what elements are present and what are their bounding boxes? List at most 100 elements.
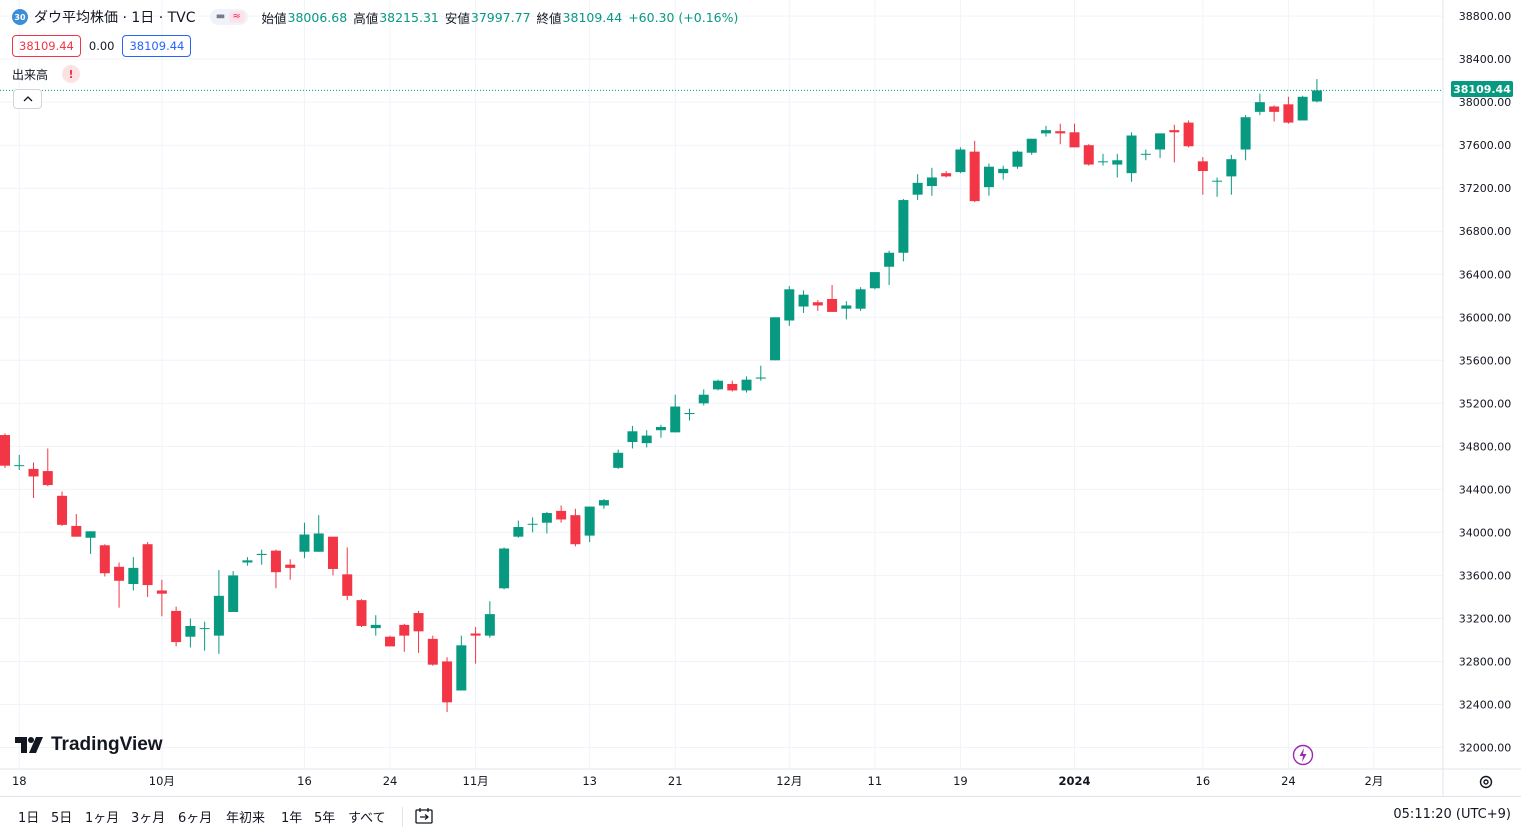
- candle-body: [841, 305, 852, 309]
- volume-label[interactable]: 出来高: [12, 67, 49, 82]
- settings-gear-icon[interactable]: [1478, 774, 1494, 790]
- candle-body: [1040, 130, 1051, 134]
- range-5d-button[interactable]: 5日: [51, 811, 73, 826]
- candle-body: [28, 468, 39, 477]
- candle-body: [1183, 122, 1194, 147]
- candle: [385, 635, 396, 647]
- candle-body: [256, 553, 267, 555]
- candle-body: [356, 600, 367, 626]
- range-ytd-button[interactable]: 年初来: [226, 811, 266, 826]
- candle: [1040, 125, 1051, 137]
- candle: [71, 514, 82, 537]
- y-tick-label: 38000.00: [1459, 96, 1512, 109]
- collapse-legend-button[interactable]: [13, 89, 42, 109]
- open-label: 始値: [261, 10, 287, 26]
- chart-style-toggle-icon[interactable]: ▬ ≈: [209, 9, 248, 25]
- candle: [898, 198, 909, 262]
- candle-body: [1069, 132, 1080, 148]
- compare-icon[interactable]: ▬: [215, 11, 226, 22]
- symbol-badge-icon[interactable]: 30: [12, 9, 28, 25]
- candle: [114, 562, 125, 608]
- candle: [556, 505, 567, 523]
- candle-body: [627, 431, 638, 443]
- candle: [1212, 177, 1223, 197]
- candle-body: [42, 471, 53, 486]
- candle-body: [1240, 117, 1251, 150]
- date-range-icon[interactable]: [414, 806, 434, 826]
- candle: [1140, 149, 1151, 161]
- candle-body: [313, 533, 324, 552]
- bottom-toolbar: 1日 5日 1ヶ月 3ヶ月 6ヶ月 年初来 1年 5年 すべて 05:11:20…: [0, 796, 1521, 840]
- time-axis[interactable]: 18 10月 16 24 11月 13 21 12月 11 19 2024 16 24 2月: [12, 774, 1383, 788]
- candle-body: [784, 289, 795, 321]
- range-5y-button[interactable]: 5年: [314, 811, 336, 826]
- candle: [185, 618, 196, 648]
- candle-body: [641, 435, 652, 444]
- warning-icon[interactable]: !: [62, 65, 81, 83]
- x-tick-label: 19: [953, 774, 968, 788]
- price-axis[interactable]: 32000.00 32400.00 32800.00 33200.00 33600.00…: [1459, 10, 1512, 754]
- range-1y-button[interactable]: 1年: [281, 811, 303, 826]
- candle: [14, 454, 25, 471]
- candle-body: [99, 545, 110, 574]
- candle-body: [812, 302, 823, 306]
- close-value: 38109.44: [562, 9, 623, 25]
- candle-body: [570, 515, 581, 545]
- candle-body: [199, 628, 210, 630]
- candle-body: [14, 465, 25, 467]
- tradingview-logo[interactable]: TradingView: [15, 734, 163, 756]
- range-1m-button[interactable]: 1ヶ月: [85, 811, 120, 826]
- y-tick-label: 35200.00: [1459, 397, 1512, 410]
- x-tick-label: 2024: [1058, 774, 1090, 788]
- range-all-button[interactable]: すべて: [348, 811, 386, 826]
- range-3m-button[interactable]: 3ヶ月: [131, 811, 166, 826]
- candle: [698, 389, 709, 406]
- candle-body: [855, 289, 866, 309]
- candle: [969, 140, 980, 203]
- buy-price-button[interactable]: 38109.44: [122, 35, 192, 57]
- candle: [1112, 153, 1123, 178]
- candle-body: [427, 638, 438, 665]
- candle: [1240, 115, 1251, 161]
- y-tick-label: 32000.00: [1459, 741, 1512, 754]
- wave-icon[interactable]: ≈: [228, 11, 245, 23]
- candle-body: [1012, 151, 1023, 167]
- candle: [484, 601, 495, 638]
- toolbar-divider: [402, 807, 403, 827]
- symbol-title[interactable]: ダウ平均株価 · 1日 · TVC: [34, 10, 196, 26]
- candle: [1155, 133, 1166, 159]
- candle: [356, 599, 367, 628]
- lightning-icon[interactable]: [1292, 744, 1314, 766]
- candle-body: [727, 383, 738, 391]
- y-tick-label: 37200.00: [1459, 182, 1512, 195]
- close-label: 終値: [536, 10, 562, 26]
- candle-body: [713, 380, 723, 390]
- candle: [827, 285, 838, 312]
- candle: [598, 499, 609, 509]
- candle-body: [1197, 161, 1208, 172]
- high-value: 38215.31: [379, 9, 439, 25]
- candle: [1297, 95, 1308, 121]
- candle-body: [1212, 180, 1223, 182]
- candle-body: [185, 625, 196, 637]
- x-tick-label: 12月: [776, 774, 802, 788]
- candle-body: [1269, 106, 1280, 112]
- candles: [0, 79, 1322, 712]
- x-tick-label: 11: [868, 774, 883, 788]
- candle-body: [342, 574, 353, 596]
- clock-timezone[interactable]: 05:11:20 (UTC+9): [1393, 807, 1511, 822]
- x-tick-label: 2月: [1365, 774, 1384, 788]
- range-6m-button[interactable]: 6ヶ月: [178, 811, 213, 826]
- candle: [285, 559, 296, 580]
- candle: [855, 287, 866, 311]
- candle-body: [798, 294, 809, 307]
- candle-body: [513, 527, 524, 537]
- range-1d-button[interactable]: 1日: [18, 811, 40, 826]
- x-tick-label: 18: [12, 774, 27, 788]
- candle-body: [1140, 153, 1151, 155]
- candle-body: [370, 624, 381, 629]
- candle-body: [912, 182, 923, 195]
- sell-price-button[interactable]: 38109.44: [12, 35, 81, 57]
- candle: [1283, 96, 1294, 124]
